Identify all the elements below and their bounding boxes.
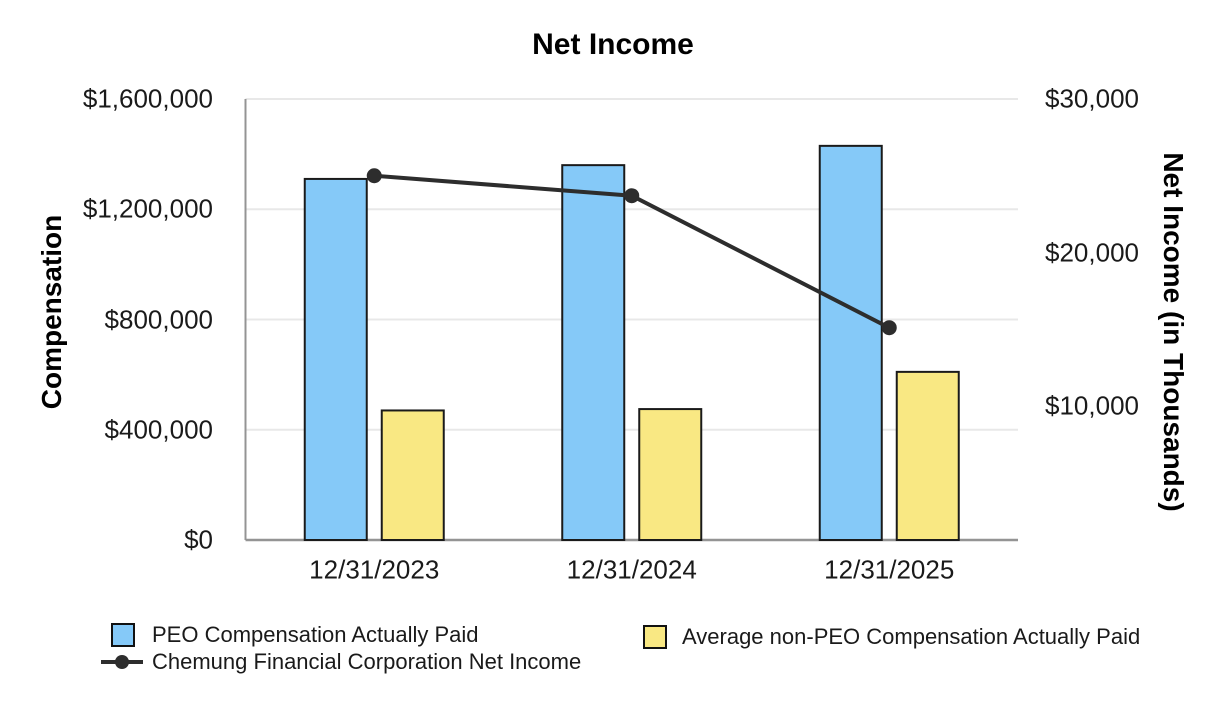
right-axis-tick: $30,000 xyxy=(1045,83,1139,114)
bar-non-peo-12/31/2024 xyxy=(638,408,703,541)
chart-title: Net Income xyxy=(532,28,694,61)
legend-item-net-income: Chemung Financial Corporation Net Income xyxy=(101,649,581,675)
legend-item-peo-compensation: PEO Compensation Actually Paid xyxy=(111,622,479,648)
net-income-point-12/31/2023 xyxy=(366,168,382,184)
bar-peo-12/31/2025 xyxy=(818,144,883,541)
right-axis-tick: $20,000 xyxy=(1045,237,1139,267)
peo-compensation-swatch-icon xyxy=(111,623,135,647)
left-axis-tick: $400,000 xyxy=(104,414,213,445)
bar-peo-12/31/2024 xyxy=(561,164,626,541)
left-axis-tick: $1,600,000 xyxy=(82,83,213,114)
legend-label-peo-compensation: PEO Compensation Actually Paid xyxy=(152,622,479,647)
legend-item-non-peo-compensation: Average non-PEO Compensation Actually Pa… xyxy=(643,624,1140,650)
bar-non-peo-12/31/2023 xyxy=(380,409,445,541)
legend-label-net-income: Chemung Financial Corporation Net Income xyxy=(152,649,582,674)
legend-label-non-peo-compensation: Average non-PEO Compensation Actually Pa… xyxy=(682,624,1141,649)
x-axis-tick: 12/31/2024 xyxy=(566,554,697,585)
left-axis-tick: $800,000 xyxy=(104,304,213,334)
left-axis-tick: $0 xyxy=(184,524,213,555)
non-peo-compensation-swatch-icon xyxy=(643,625,667,649)
x-axis-tick: 12/31/2025 xyxy=(824,554,955,585)
left-axis-tick: $1,200,000 xyxy=(82,193,213,224)
net-income-line-marker-icon xyxy=(101,650,143,674)
bar-non-peo-12/31/2025 xyxy=(895,370,960,541)
bar-peo-12/31/2023 xyxy=(303,177,368,541)
x-axis-tick: 12/31/2023 xyxy=(309,554,440,585)
right-axis-tick: $10,000 xyxy=(1045,390,1139,421)
net-income-point-12/31/2025 xyxy=(881,320,897,336)
net-income-point-12/31/2024 xyxy=(624,188,640,204)
